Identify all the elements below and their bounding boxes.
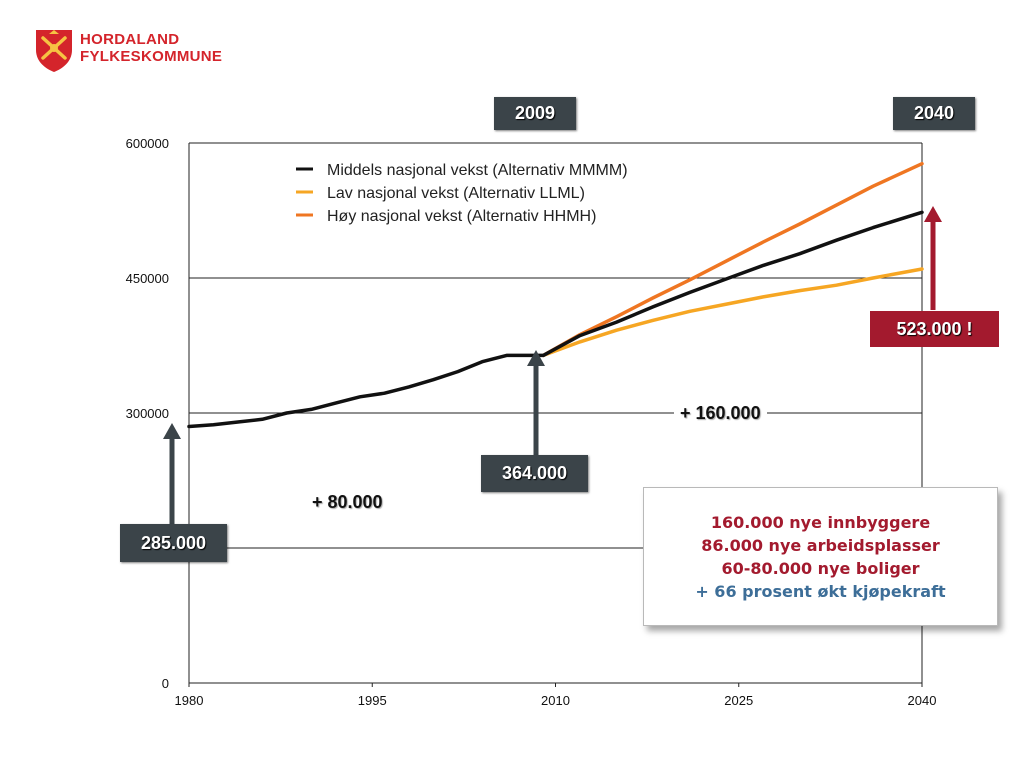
y-tick-label: 0: [162, 676, 169, 691]
info-box: 160.000 nye innbyggere 86.000 nye arbeid…: [643, 487, 998, 626]
series-line-1: [541, 267, 924, 358]
arrows: [163, 206, 942, 525]
info-line-arbeidsplasser: 86.000 nye arbeidsplasser: [701, 535, 940, 555]
x-tick-label: 2025: [724, 693, 753, 708]
legend: Middels nasjonal vekst (Alternativ MMMM)…: [296, 162, 628, 225]
y-tick-label: 600000: [126, 136, 169, 151]
legend-entry: Middels nasjonal vekst (Alternativ MMMM): [327, 162, 628, 179]
info-line-boliger: 60-80.000 nye boliger: [721, 558, 920, 578]
growth-label-1980-2009: + 80.000: [306, 492, 389, 513]
info-line-innbyggere: 160.000 nye innbyggere: [710, 512, 931, 532]
arrow-2040-head: [924, 206, 942, 222]
axes: 0 300000 450000 600000 1980 1995 2010 2025 2040: [126, 136, 937, 708]
logo-text-line1: HORDALAND: [80, 31, 180, 48]
x-tick-label: 2040: [908, 693, 937, 708]
label-year-2009: 2009: [494, 97, 576, 130]
label-year-2040: 2040: [893, 97, 975, 130]
logo: HORDALAND FYLKESKOMMUNE: [34, 28, 244, 76]
y-tick-label: 450000: [126, 271, 169, 286]
x-tick-label: 1980: [175, 693, 204, 708]
legend-entry: Lav nasjonal vekst (Alternativ LLML): [327, 185, 585, 202]
y-tick-label: 300000: [126, 406, 169, 421]
label-value-1980: 285.000: [120, 524, 227, 562]
info-line-kjopekraft: + 66 prosent økt kjøpekraft: [695, 581, 946, 601]
label-value-2009: 364.000: [481, 455, 588, 492]
county-coat-of-arms-icon: [36, 30, 72, 72]
arrow-2009-head: [527, 350, 545, 366]
x-tick-label: 1995: [358, 693, 387, 708]
series-line-2: [541, 161, 924, 358]
growth-label-2009-2040: + 160.000: [674, 403, 767, 424]
x-tick-label: 2010: [541, 693, 570, 708]
legend-entry: Høy nasjonal vekst (Alternativ HHMH): [327, 208, 596, 225]
series: [187, 161, 924, 429]
series-line-0: [187, 210, 924, 429]
label-value-2040: 523.000 !: [870, 311, 999, 347]
arrow-1980-head: [163, 423, 181, 439]
logo-text-line2: FYLKESKOMMUNE: [80, 48, 223, 65]
